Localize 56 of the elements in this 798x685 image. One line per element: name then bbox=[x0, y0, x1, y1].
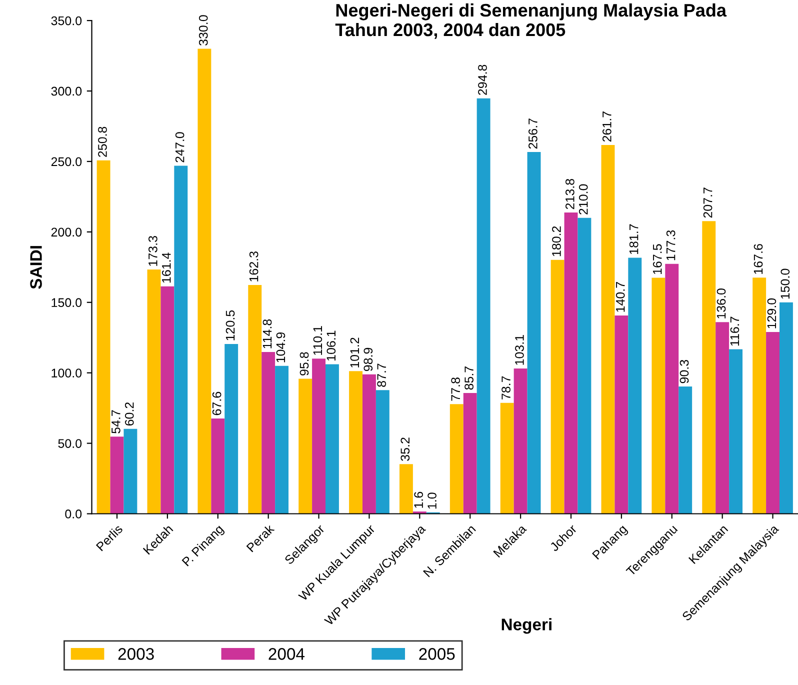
data-label: 90.3 bbox=[680, 360, 689, 384]
data-label: 60.2 bbox=[124, 402, 134, 426]
data-label: 250.8 bbox=[98, 126, 107, 157]
data-label: 101.2 bbox=[350, 338, 360, 368]
data-label: 95.8 bbox=[300, 352, 309, 376]
y-tick-label: 0.0 bbox=[65, 510, 82, 518]
data-label: 120.5 bbox=[226, 310, 235, 340]
legend-label: 2004 bbox=[268, 648, 305, 660]
y-axis-title: SAIDI bbox=[30, 246, 42, 289]
data-label: 106.1 bbox=[326, 330, 336, 361]
data-label: 104.9 bbox=[276, 332, 286, 362]
data-label: 161.4 bbox=[162, 252, 171, 283]
data-label: 116.7 bbox=[730, 316, 740, 346]
data-label: 129.0 bbox=[767, 298, 776, 328]
data-label: 167.6 bbox=[754, 244, 763, 274]
legend-label: 2005 bbox=[419, 648, 455, 660]
legend-label: 2003 bbox=[118, 648, 154, 660]
data-label: 247.0 bbox=[175, 132, 184, 162]
y-tick-label: 300.0 bbox=[51, 86, 82, 96]
y-tick-label: 150.0 bbox=[52, 298, 82, 308]
data-label: 110.1 bbox=[313, 326, 322, 355]
data-label: 54.7 bbox=[112, 410, 120, 434]
data-label: 213.8 bbox=[566, 178, 574, 210]
data-label: 294.8 bbox=[478, 64, 487, 95]
data-label: 87.7 bbox=[377, 364, 386, 387]
data-label: 256.7 bbox=[528, 118, 538, 149]
data-label: 207.7 bbox=[703, 188, 712, 218]
data-label: 67.6 bbox=[212, 392, 222, 416]
x-axis-title: Negeri bbox=[502, 618, 552, 634]
data-label: 114.8 bbox=[262, 319, 272, 348]
y-tick-label: 50.0 bbox=[58, 439, 82, 448]
data-label: 167.5 bbox=[652, 244, 662, 274]
data-label: 330.0 bbox=[198, 15, 208, 46]
chart-title: Negeri-Negeri di Semenanjung Malaysia Pada Tahun 2003, 2004 dan 2005 bbox=[335, 3, 727, 39]
data-label: 162.3 bbox=[249, 252, 258, 282]
data-label: 261.7 bbox=[602, 112, 612, 142]
data-label: 1.6 bbox=[414, 492, 424, 508]
data-label: 150.0 bbox=[780, 268, 790, 299]
y-tick-label: 350.0 bbox=[51, 16, 82, 26]
data-label: 85.7 bbox=[464, 366, 474, 390]
data-label: 180.2 bbox=[552, 226, 561, 256]
y-tick-label: 250.0 bbox=[51, 157, 82, 166]
data-label: 136.0 bbox=[716, 288, 726, 318]
data-label: 1.0 bbox=[428, 492, 436, 509]
data-label: 103.1 bbox=[515, 335, 524, 365]
data-label: 210.0 bbox=[578, 184, 588, 214]
data-label: 98.9 bbox=[364, 348, 373, 372]
data-label: 77.8 bbox=[451, 378, 460, 401]
data-label: 78.7 bbox=[502, 376, 510, 400]
y-tick-label: 200.0 bbox=[51, 228, 82, 237]
data-label: 140.7 bbox=[616, 282, 625, 312]
data-label: 181.7 bbox=[629, 224, 638, 254]
y-tick-label: 100.0 bbox=[52, 368, 82, 378]
data-label: 173.3 bbox=[148, 236, 158, 266]
data-label: 35.2 bbox=[400, 438, 410, 461]
data-label: 177.3 bbox=[666, 230, 676, 260]
